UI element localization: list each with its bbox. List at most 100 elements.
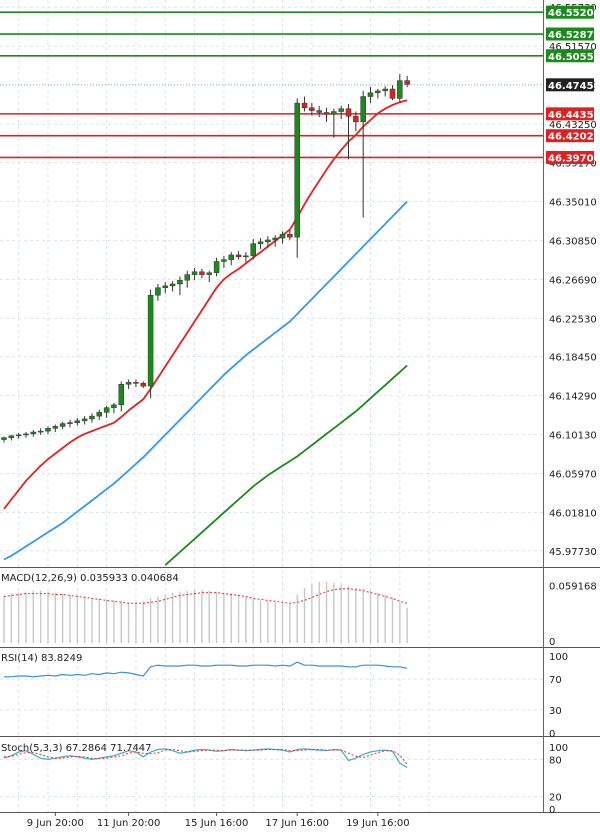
level-label-box bbox=[546, 5, 594, 19]
level-label-box bbox=[546, 129, 594, 143]
price-tick-label: 45.97730 bbox=[549, 547, 597, 558]
candle-body bbox=[235, 254, 242, 258]
rsi-tick-label: 0 bbox=[549, 729, 555, 740]
price-tick-label: 46.10130 bbox=[549, 431, 597, 442]
candle bbox=[353, 111, 359, 132]
candle bbox=[118, 381, 125, 412]
candle bbox=[265, 236, 271, 248]
candle bbox=[184, 270, 190, 288]
ma-blue-line bbox=[3, 200, 408, 561]
candle bbox=[169, 281, 176, 292]
candle-body bbox=[221, 259, 227, 262]
candle-body bbox=[301, 102, 308, 109]
stoch-tick-label: 0 bbox=[549, 805, 555, 816]
candle bbox=[147, 289, 154, 399]
candle bbox=[279, 231, 286, 244]
price-tick-label: 46.14290 bbox=[549, 392, 597, 403]
candle bbox=[23, 432, 29, 438]
candle bbox=[206, 270, 212, 283]
level-label-box bbox=[546, 27, 594, 41]
candle bbox=[323, 107, 330, 122]
candle bbox=[235, 251, 242, 260]
candle bbox=[272, 235, 278, 247]
candle bbox=[345, 104, 352, 160]
candle bbox=[8, 434, 15, 441]
candle-body bbox=[243, 255, 249, 258]
candle bbox=[74, 417, 81, 426]
rsi-tick-label: 30 bbox=[549, 706, 562, 717]
candle-body bbox=[331, 111, 337, 115]
rsi-label: RSI(14) 83.8249 bbox=[1, 653, 82, 664]
macd-tick-label: 0.059168 bbox=[549, 582, 597, 593]
candle-body bbox=[155, 287, 161, 296]
stoch-label: Stoch(5,3,3) 67.2864 71.7447 bbox=[1, 743, 152, 754]
candle-body bbox=[397, 80, 403, 99]
candle-body bbox=[338, 108, 344, 112]
price-tick-label: 46.26690 bbox=[549, 275, 597, 286]
stoch-d-line bbox=[3, 748, 408, 765]
level-label-text: 46.39700 bbox=[548, 153, 600, 164]
candle-body bbox=[250, 243, 256, 257]
candle-body bbox=[103, 407, 110, 413]
candle-body bbox=[52, 426, 59, 429]
candle bbox=[103, 405, 110, 418]
candle bbox=[367, 87, 374, 104]
candle-body bbox=[353, 115, 359, 123]
candle-body bbox=[111, 404, 117, 408]
candle bbox=[89, 413, 95, 423]
candle-body bbox=[133, 382, 139, 384]
candle bbox=[287, 230, 293, 240]
candle bbox=[243, 252, 249, 263]
candle bbox=[199, 268, 205, 279]
price-tick-label: 46.01810 bbox=[549, 509, 597, 520]
candle-body bbox=[74, 420, 81, 423]
candle bbox=[213, 257, 220, 277]
candle bbox=[338, 105, 344, 120]
candle-body bbox=[169, 283, 176, 287]
candle-body bbox=[257, 241, 264, 244]
candle-body bbox=[294, 102, 300, 238]
candle bbox=[177, 276, 183, 296]
level-label: 46.52870 bbox=[546, 27, 600, 41]
candle-body bbox=[191, 271, 198, 275]
candle bbox=[81, 416, 88, 425]
candles bbox=[1, 74, 410, 443]
macd-tick-label: 0 bbox=[549, 637, 555, 648]
price-tick-label: 46.43250 bbox=[549, 120, 597, 131]
candle-body bbox=[309, 107, 315, 111]
level-label-box bbox=[546, 49, 594, 63]
candle-body bbox=[367, 92, 374, 97]
candle-body bbox=[375, 90, 381, 94]
candle bbox=[316, 105, 322, 118]
candle-body bbox=[147, 294, 154, 387]
grid-lines bbox=[0, 0, 543, 812]
price-tick-label: 46.30850 bbox=[549, 236, 597, 247]
candle-body bbox=[140, 383, 147, 387]
price-tick-label: 46.51570 bbox=[549, 42, 597, 53]
candle bbox=[37, 428, 44, 435]
level-label-text: 46.44350 bbox=[548, 110, 600, 121]
ma-green-line bbox=[164, 364, 408, 566]
level-label: 46.55200 bbox=[546, 5, 600, 19]
candle-body bbox=[228, 254, 234, 260]
candle bbox=[140, 381, 147, 388]
ma-red-line bbox=[3, 99, 408, 510]
candle bbox=[59, 421, 66, 430]
candle bbox=[228, 252, 234, 266]
price-tick-label: 46.18450 bbox=[549, 353, 597, 364]
candle bbox=[96, 409, 103, 420]
candle-body bbox=[316, 110, 322, 113]
candle-body bbox=[23, 433, 29, 436]
candle-body bbox=[1, 437, 7, 440]
candle bbox=[389, 85, 396, 101]
candle-body bbox=[125, 382, 132, 385]
candle bbox=[111, 402, 117, 414]
candle-body bbox=[67, 422, 73, 424]
x-axis-label: 9 Jun 20:00 bbox=[27, 818, 84, 829]
level-label: 46.39700 bbox=[546, 150, 600, 164]
candle bbox=[125, 379, 132, 389]
candle-body bbox=[272, 237, 278, 241]
candle-body bbox=[8, 435, 15, 438]
x-axis-label: 17 Jun 16:00 bbox=[265, 818, 329, 829]
